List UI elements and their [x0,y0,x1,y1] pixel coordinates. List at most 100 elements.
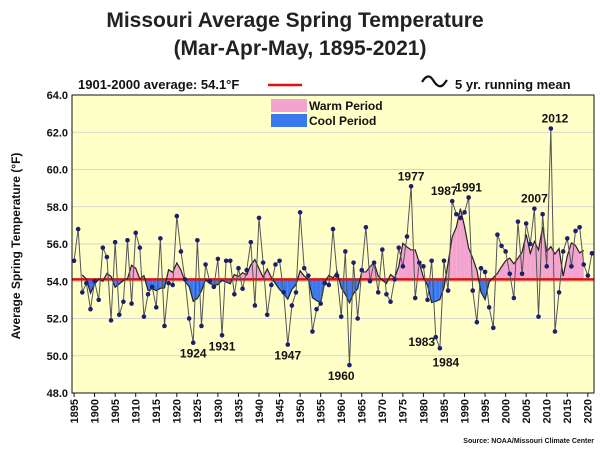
data-point [314,306,319,312]
x-tick-label: 2000 [500,399,512,423]
data-point [351,260,356,265]
data-point [330,226,336,232]
data-point [441,258,447,264]
running-mean-line [81,208,585,305]
y-tick-label: 62.0 [47,127,68,139]
data-point [585,273,591,278]
data-point [532,206,537,211]
data-point [359,267,365,273]
data-point [153,305,159,310]
warm-fill-segment [472,258,477,280]
data-point [182,277,188,282]
x-tick-label: 2015 [562,399,574,423]
year-annotation: 1977 [398,169,425,183]
data-point [260,260,266,265]
data-point [232,291,237,297]
x-tick-label: 1945 [274,399,286,423]
data-point [470,288,476,293]
chart-subtitle: (Mar-Apr-May, 1895-2021) [174,37,427,60]
data-point [264,312,270,318]
data-point [137,245,143,251]
data-point [445,288,451,293]
data-point [515,219,521,224]
data-point [466,195,471,200]
data-point [306,273,311,278]
data-point [281,290,286,295]
data-point [125,237,130,243]
data-point [186,316,192,321]
data-point [174,213,180,219]
data-point [92,278,97,284]
y-tick-label: 52.0 [47,314,68,326]
data-point [289,303,295,308]
x-tick-label: 1900 [89,399,101,423]
data-point [523,221,529,226]
data-point [223,258,229,264]
data-point [363,224,369,230]
year-annotation: 2007 [521,192,548,206]
y-tick-label: 50.0 [47,351,68,363]
data-point [129,301,134,306]
data-point [338,314,344,319]
data-point [540,211,545,217]
warm-fill-segment [456,208,461,280]
data-point [100,245,106,251]
data-point [404,234,410,239]
warm-fill-segment [460,208,465,280]
data-point [145,291,151,297]
y-axis-label: Average Spring Temperature (°F) [9,153,23,340]
warm-fill-segment [361,271,366,280]
x-tick-label: 1915 [151,399,163,423]
data-point [375,290,381,295]
year-annotation: 1947 [274,349,301,363]
data-point [273,262,278,267]
cool-fill-segment [480,279,486,300]
warm-period-swatch [271,99,307,112]
data-point [301,265,307,271]
data-point [552,329,558,334]
data-point [170,282,176,288]
data-point [425,297,430,303]
data-point [227,258,233,264]
x-tick-label: 1960 [336,399,348,423]
data-point [75,226,81,232]
source-note: Source: NOAA/Missouri Climate Center [463,438,594,445]
data-point [322,280,328,286]
x-tick-label: 2005 [521,399,533,423]
warm-fill-segment [554,248,560,280]
x-tick-label: 1950 [295,399,307,423]
year-annotation: 1987 [431,184,458,198]
data-point [96,297,102,303]
data-point [355,316,360,321]
running-mean-legend-label: 5 yr. running mean [455,77,571,92]
data-point [248,239,254,245]
data-point [536,314,541,319]
data-point [564,236,570,241]
warm-fill-segment [452,227,457,280]
x-tick-label: 2010 [542,399,554,423]
warm-period-label: Warm Period [309,99,383,113]
y-tick-label: 54.0 [47,276,68,288]
year-annotation: 1960 [328,369,355,383]
data-point [589,251,595,256]
x-axis-ticks: 1895 1900 1905 1910 1915 1920 1925 1930 1935 1940… [69,393,595,423]
x-tick-label: 1980 [418,399,430,423]
data-point [347,362,352,368]
data-point [310,329,315,334]
data-point [454,211,459,217]
data-point [84,280,89,286]
data-point [166,280,171,286]
data-point [178,249,184,254]
data-point [141,314,147,319]
data-point [190,340,196,346]
x-tick-label: 1970 [377,399,389,423]
data-point [285,342,291,347]
data-point [79,290,85,295]
x-tick-label: 1975 [398,399,410,423]
data-point [474,319,480,325]
data-point [384,291,389,297]
cool-fill-segment [312,279,317,301]
data-point [112,239,118,245]
x-tick-label: 1925 [192,399,204,423]
